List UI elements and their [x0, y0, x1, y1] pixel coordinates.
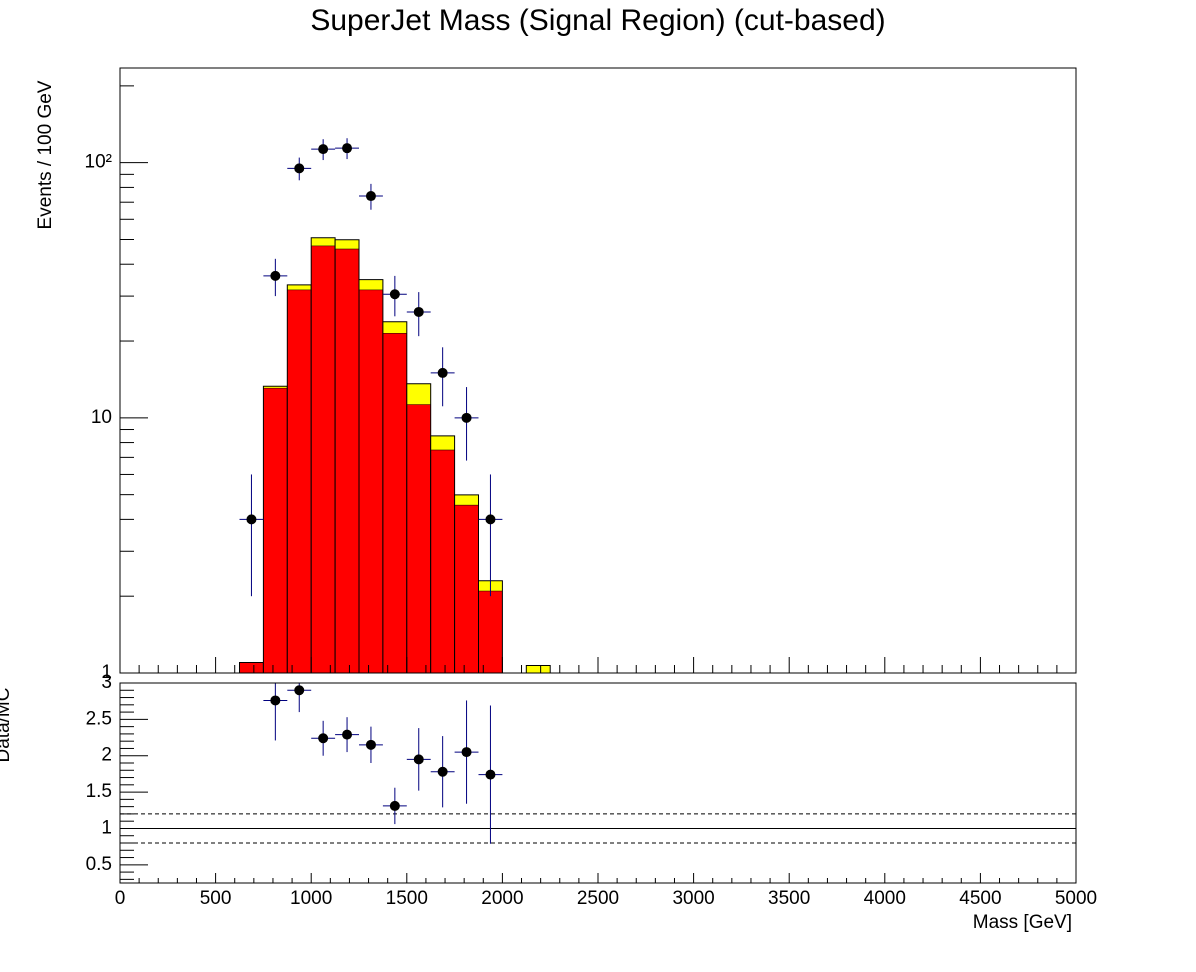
bar-segment: [382, 321, 407, 334]
x-tick-label: 0: [115, 888, 126, 909]
data-point: [270, 695, 281, 706]
data-point: [318, 733, 329, 744]
bar-segment: [263, 387, 288, 673]
top-plot: [239, 138, 551, 673]
x-tick-label: 3500: [768, 888, 810, 909]
bar-segment: [287, 289, 312, 673]
top-frame: [119, 67, 1077, 674]
x-tick-label: 3000: [672, 888, 714, 909]
x-axis-label: Mass [GeV]: [973, 912, 1072, 933]
x-tick-label: 4000: [864, 888, 906, 909]
bar-outline: [525, 665, 551, 673]
y-tick-label: 1: [101, 662, 112, 683]
bar-segment: [406, 383, 431, 405]
data-point: [294, 685, 305, 696]
data-point: [413, 306, 424, 317]
y-tick-label: 1: [101, 817, 112, 838]
x-tick-label: 2500: [577, 888, 619, 909]
y-tick-label: 1.5: [86, 781, 112, 802]
y-tick-label: 2.5: [86, 708, 112, 729]
x-tick-label: 1000: [290, 888, 332, 909]
data-point: [389, 289, 400, 300]
data-point: [246, 514, 257, 525]
bar-segment: [263, 386, 288, 388]
data-point: [485, 514, 496, 525]
bar-segment: [311, 245, 336, 673]
bar-segment: [406, 404, 431, 673]
bar-segment: [430, 449, 455, 673]
data-point: [365, 739, 376, 750]
x-tick-label: 4500: [959, 888, 1001, 909]
ratio-plot: [120, 683, 1076, 844]
data-point: [413, 754, 424, 765]
data-point: [294, 163, 305, 174]
bar-segment: [359, 289, 383, 673]
bar-segment: [359, 279, 383, 290]
data-point: [437, 766, 448, 777]
data-point: [485, 769, 496, 780]
bar-segment: [454, 494, 479, 505]
axes: 1 10 10² 0 500 1000 1500 2000 2500 3000 3500 4000 45…: [85, 85, 1097, 909]
data-point: [437, 367, 448, 378]
ratio-frame: [119, 682, 1077, 884]
data-point: [342, 143, 353, 154]
bar-segment: [454, 504, 479, 673]
y-tick-label: 10: [91, 407, 112, 428]
y-tick-label: 0.5: [86, 854, 112, 875]
data-point: [461, 747, 472, 758]
data-point: [461, 412, 472, 423]
data-point: [318, 144, 329, 155]
x-tick-label: 2000: [481, 888, 523, 909]
y-tick-label: 10²: [85, 152, 112, 173]
ratio-y-axis-label: Data/MC: [0, 688, 14, 763]
bar-segment: [526, 665, 551, 673]
x-tick-label: 5000: [1055, 888, 1097, 909]
data-point: [389, 800, 400, 811]
data-point: [270, 270, 281, 281]
bar-segment: [478, 590, 503, 673]
bar-segment: [335, 248, 359, 673]
bar-segment: [287, 284, 312, 290]
y-axis-label: Events / 100 GeV: [35, 80, 56, 229]
x-tick-label: 500: [200, 888, 232, 909]
y-tick-label: 2: [101, 745, 112, 766]
bar-segment: [430, 435, 455, 450]
x-tick-label: 1500: [386, 888, 428, 909]
bar-segment: [335, 239, 359, 249]
bar-segment: [239, 662, 264, 673]
bar-segment: [382, 333, 407, 673]
bar-segment: [311, 237, 336, 246]
data-point: [365, 191, 376, 202]
chart-title: SuperJet Mass (Signal Region) (cut-based…: [310, 4, 885, 37]
y-tick-label: 3: [101, 672, 112, 693]
data-point: [342, 729, 353, 740]
